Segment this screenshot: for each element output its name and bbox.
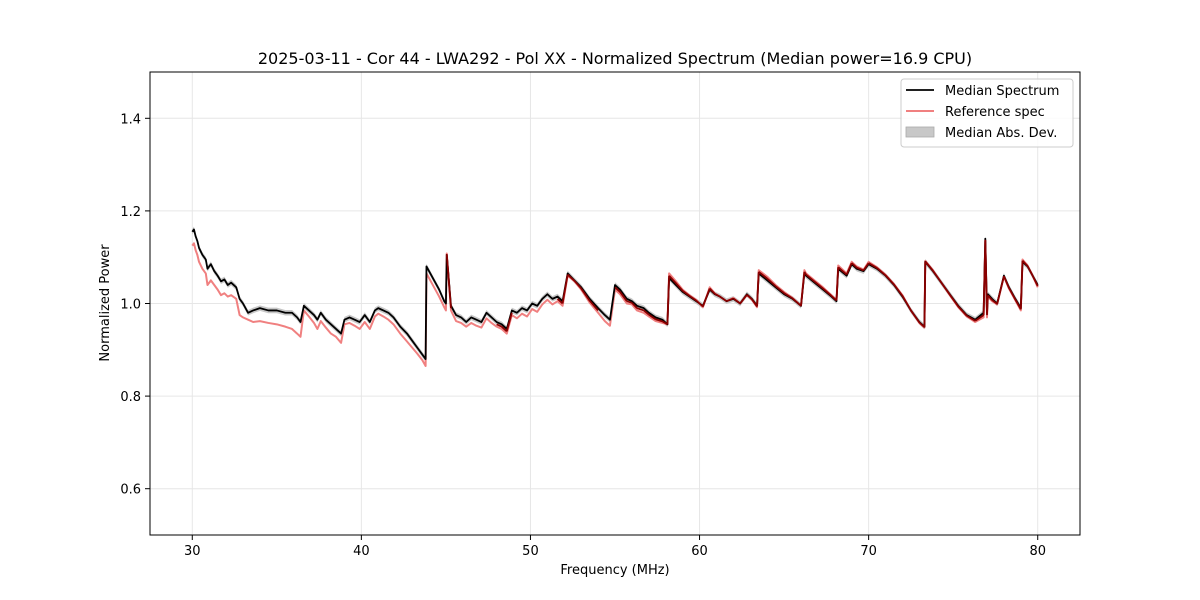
y-tick-label: 1.2 xyxy=(120,205,141,220)
y-tick-label: 1.4 xyxy=(120,112,141,127)
overlap-line xyxy=(445,239,1039,332)
legend-box xyxy=(900,78,1074,148)
legend-median-label: Median Spectrum xyxy=(945,84,1059,99)
median-abs-dev-band xyxy=(192,226,1038,362)
y-tick-label: 0.8 xyxy=(120,390,141,405)
y-axis-label: Normalized Power xyxy=(98,244,113,362)
x-tick-label: 60 xyxy=(691,544,708,559)
y-axis-ticks: 0.6 0.8 1.0 1.2 1.4 xyxy=(120,112,150,498)
x-tick-label: 70 xyxy=(860,544,877,559)
y-tick-label: 0.6 xyxy=(120,483,141,498)
chart-title: 2025-03-11 - Cor 44 - LWA292 - Pol XX - … xyxy=(258,49,972,68)
x-tick-label: 30 xyxy=(184,544,201,559)
legend-mad-swatch xyxy=(905,126,935,138)
legend: Median Spectrum Reference spec Median Ab… xyxy=(900,78,1074,148)
x-axis-label: Frequency (MHz) xyxy=(560,563,669,578)
x-tick-label: 50 xyxy=(522,544,539,559)
x-tick-label: 40 xyxy=(353,544,370,559)
x-axis-ticks: 30 40 50 60 70 80 xyxy=(184,535,1046,559)
plot-area xyxy=(191,226,1039,367)
x-tick-label: 80 xyxy=(1029,544,1046,559)
legend-reference-label: Reference spec xyxy=(945,105,1045,120)
y-tick-label: 1.0 xyxy=(120,298,141,313)
legend-mad-label: Median Abs. Dev. xyxy=(945,126,1057,141)
